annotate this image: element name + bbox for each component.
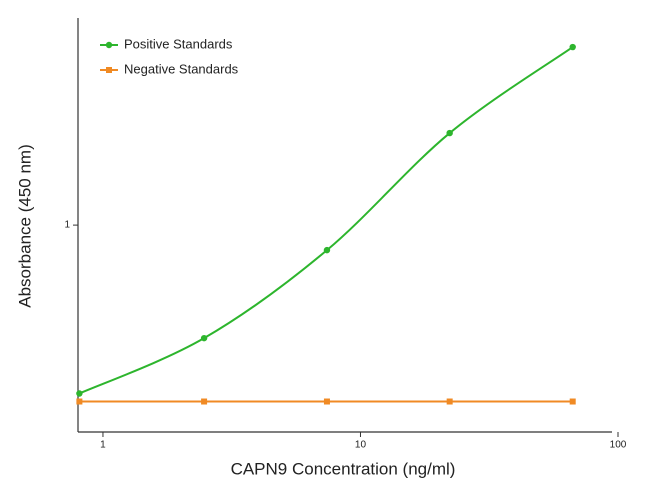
x-tick-label: 10 xyxy=(355,440,367,451)
point xyxy=(323,246,331,254)
legend-label: Positive Standards xyxy=(124,36,233,51)
y-axis-label: Absorbance (450 nm) xyxy=(15,144,34,307)
legend-marker xyxy=(105,41,113,49)
x-axis-label: CAPN9 Concentration (ng/ml) xyxy=(231,459,456,478)
point xyxy=(569,43,576,51)
point xyxy=(76,390,83,397)
legend-marker xyxy=(106,67,112,73)
y-tick-label: 1 xyxy=(64,220,70,231)
x-tick-label: 1 xyxy=(100,440,106,451)
point xyxy=(323,398,330,405)
point xyxy=(446,398,453,405)
legend-label: Negative Standards xyxy=(124,61,239,76)
point xyxy=(201,398,208,405)
point xyxy=(569,398,576,405)
point xyxy=(446,129,453,137)
point xyxy=(76,398,83,405)
x-tick-label: 100 xyxy=(610,440,627,451)
point xyxy=(200,334,208,342)
series-line xyxy=(78,46,574,395)
